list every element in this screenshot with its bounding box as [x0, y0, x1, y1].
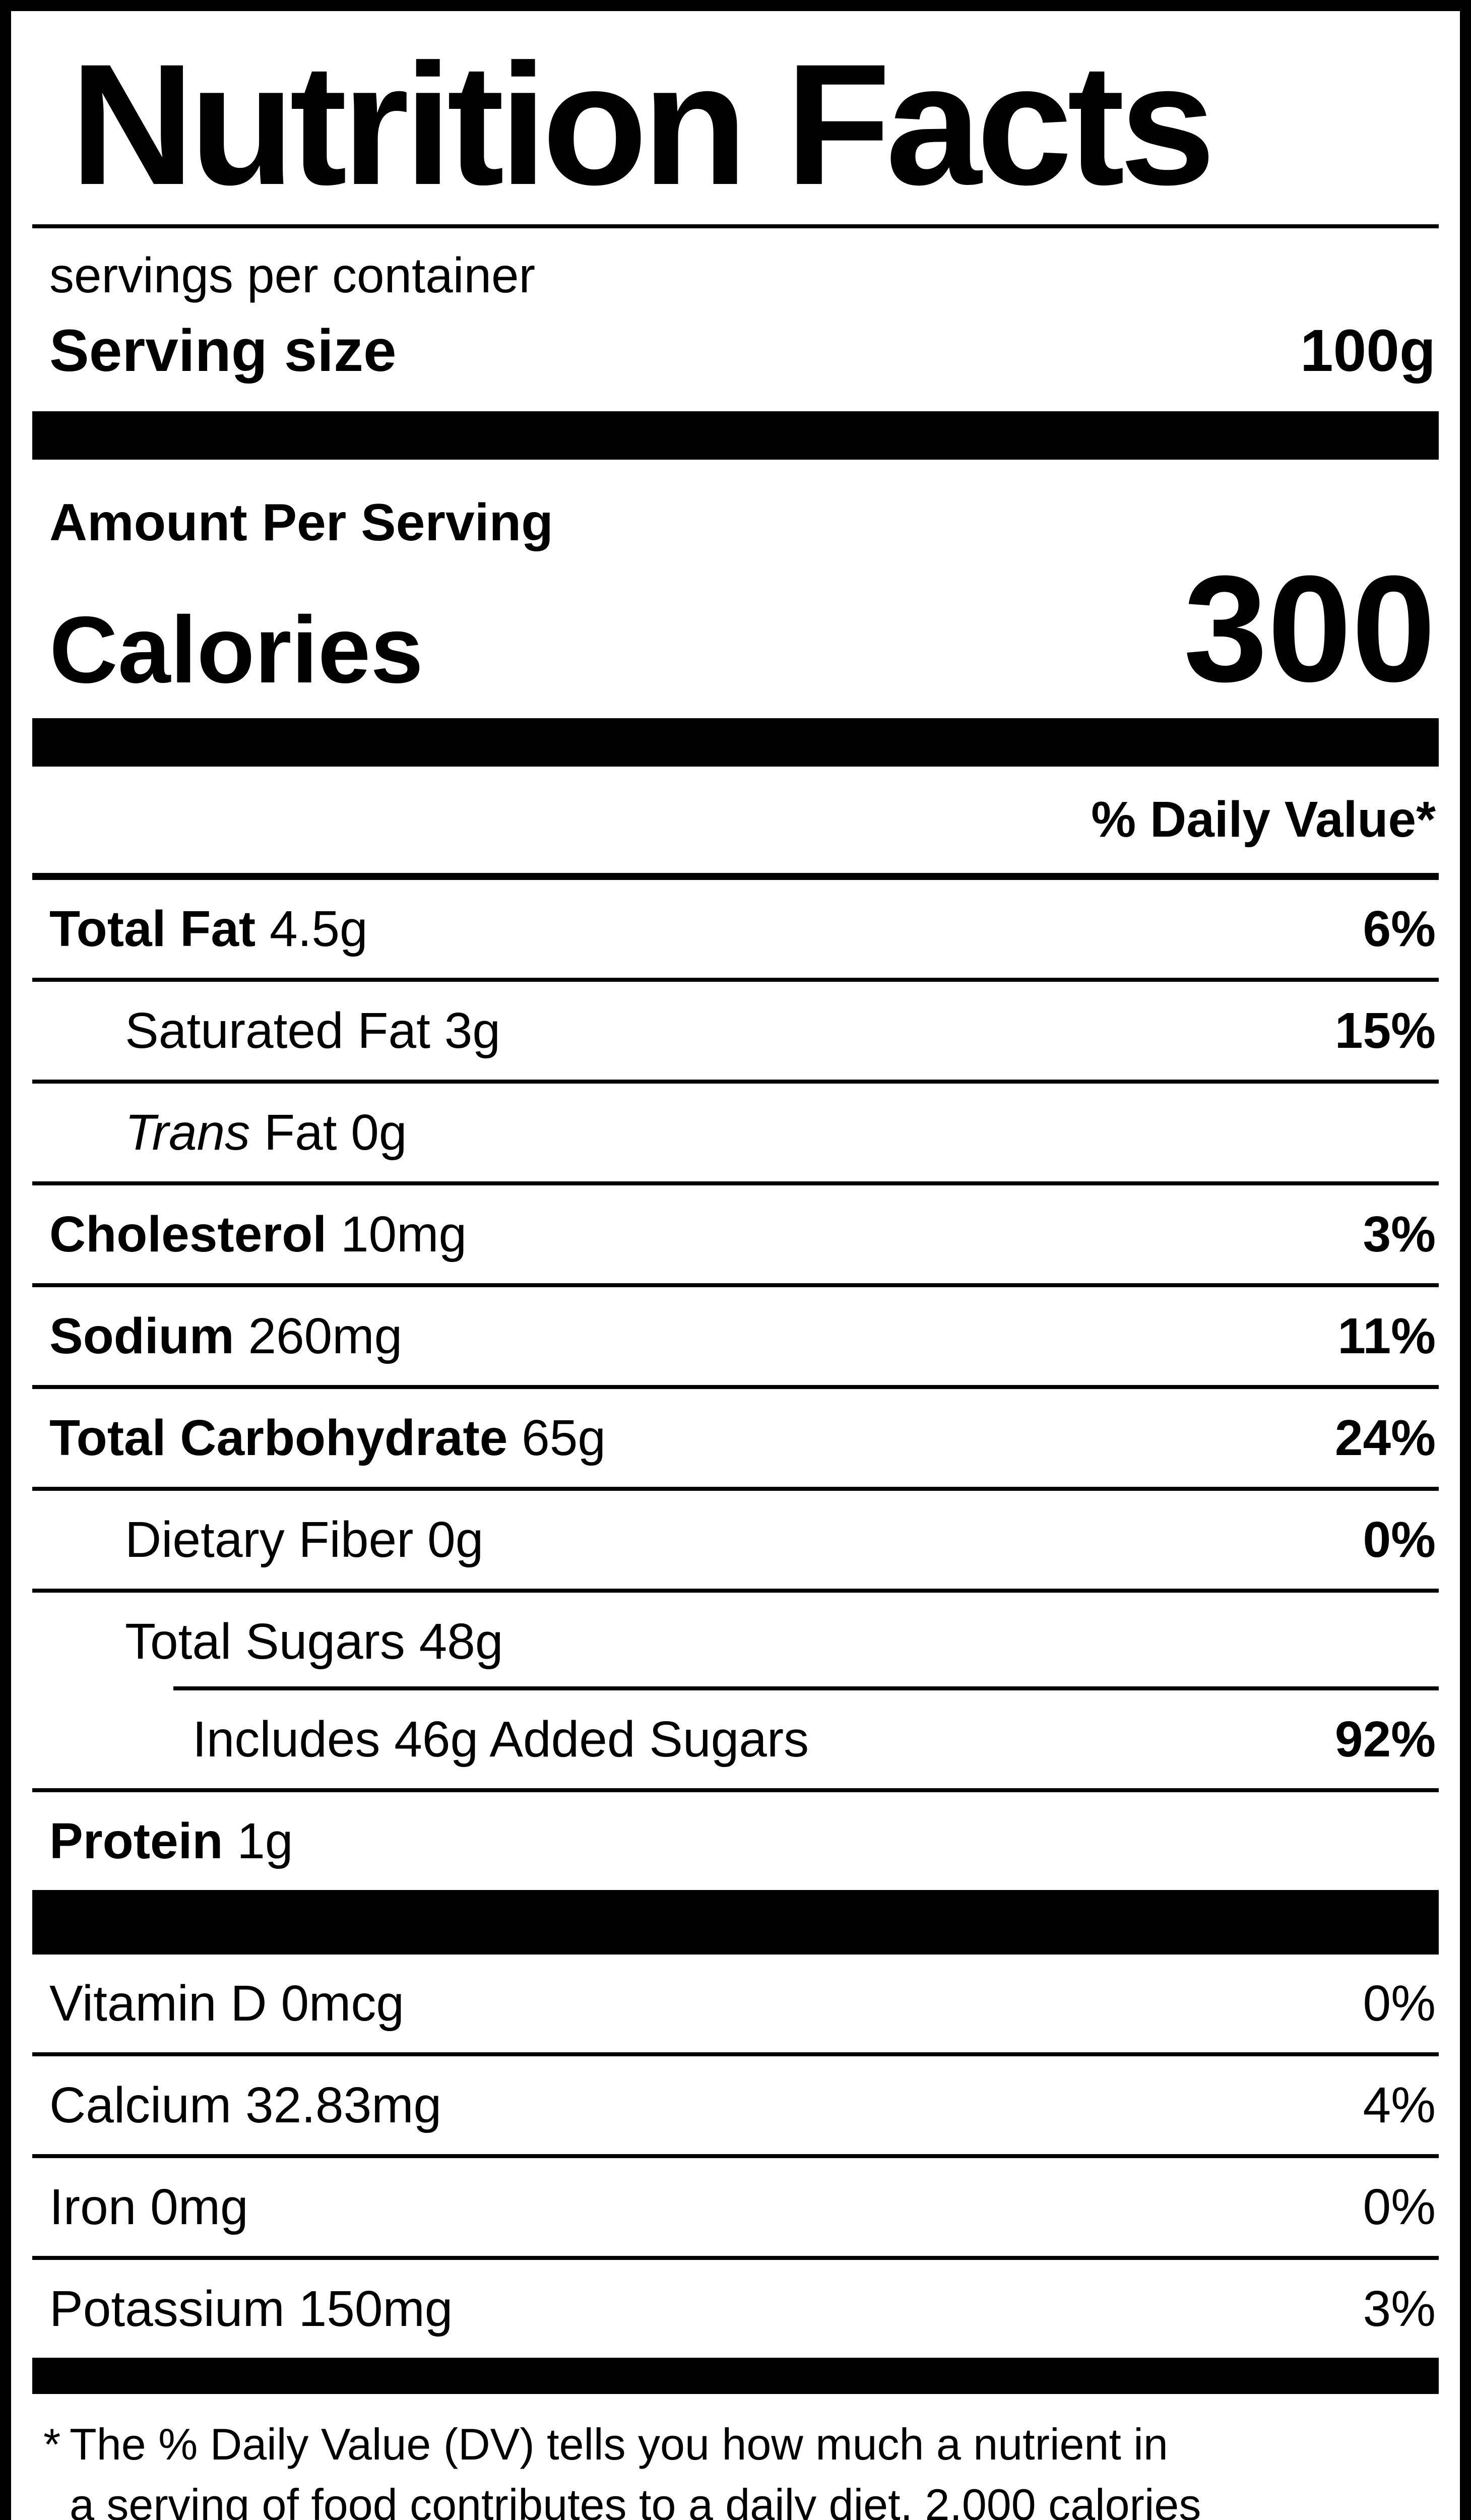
vitamin-dv: 3%	[1363, 2281, 1436, 2338]
footnote-text: The % Daily Value (DV) tells you how muc…	[70, 2419, 1201, 2520]
nutrient-row-trans-fat: Trans Fat 0g	[32, 1080, 1439, 1181]
serving-size-row: Serving size 100g	[32, 307, 1439, 411]
nutrient-dv: 11%	[1337, 1308, 1436, 1365]
calories-label: Calories	[49, 597, 423, 703]
thick-bar	[32, 411, 1439, 460]
footnote-marker: *	[43, 2419, 61, 2470]
daily-value-divider	[32, 873, 1439, 880]
nutrient-row-saturated-fat: Saturated Fat 3g 15%	[32, 978, 1439, 1080]
nutrient-dv: 24%	[1334, 1410, 1436, 1467]
vitamin-name: Vitamin D 0mcg	[49, 1975, 404, 2032]
footnote: * The % Daily Value (DV) tells you how m…	[32, 2394, 1439, 2520]
indented-divider	[173, 1686, 1439, 1691]
vitamin-dv: 4%	[1363, 2077, 1436, 2134]
nutrient-row-sodium: Sodium 260mg 11%	[32, 1283, 1439, 1385]
nutrient-name: Protein 1g	[49, 1813, 293, 1870]
nutrient-name: Includes 46g Added Sugars	[193, 1711, 809, 1768]
nutrient-name: Dietary Fiber 0g	[125, 1511, 484, 1568]
nutrient-row-total-carbohydrate: Total Carbohydrate 65g 24%	[32, 1385, 1439, 1487]
title-divider	[32, 224, 1439, 229]
label-title: Nutrition Facts	[70, 28, 1216, 221]
vitamin-row-potassium: Potassium 150mg 3%	[32, 2256, 1439, 2358]
nutrient-dv: 15%	[1334, 1002, 1436, 1059]
thick-bar	[32, 718, 1439, 767]
daily-value-header: % Daily Value*	[1091, 791, 1436, 848]
vitamin-dv: 0%	[1363, 1975, 1436, 2032]
thick-bar	[32, 2358, 1439, 2395]
amount-per-serving-label: Amount Per Serving	[49, 493, 553, 552]
nutrient-name: Total Carbohydrate 65g	[49, 1410, 606, 1467]
calories-value: 300	[1183, 544, 1436, 714]
calories-row: Calories 300	[32, 553, 1439, 718]
nutrient-row-total-fat: Total Fat 4.5g 6%	[32, 880, 1439, 978]
vitamin-name: Iron 0mg	[49, 2179, 248, 2236]
vitamin-dv: 0%	[1363, 2179, 1436, 2236]
nutrient-dv: 6%	[1363, 901, 1436, 958]
nutrient-dv: 3%	[1363, 1206, 1436, 1263]
thick-bar	[32, 1890, 1439, 1955]
nutrient-row-protein: Protein 1g	[32, 1788, 1439, 1890]
vitamin-name: Potassium 150mg	[49, 2281, 453, 2338]
vitamin-row-vitamin-d: Vitamin D 0mcg 0%	[32, 1955, 1439, 2052]
nutrient-name: Sodium 260mg	[49, 1308, 403, 1365]
nutrient-name: Cholesterol 10mg	[49, 1206, 467, 1263]
nutrient-name: Trans Fat 0g	[125, 1104, 407, 1161]
serving-size-value: 100g	[1300, 318, 1436, 385]
nutrient-name: Total Fat 4.5g	[49, 901, 368, 958]
vitamin-name: Calcium 32.83mg	[49, 2077, 442, 2134]
nutrient-row-total-sugars: Total Sugars 48g	[32, 1589, 1439, 1690]
nutrient-dv: 92%	[1334, 1711, 1436, 1768]
nutrient-row-dietary-fiber: Dietary Fiber 0g 0%	[32, 1487, 1439, 1589]
vitamin-row-calcium: Calcium 32.83mg 4%	[32, 2052, 1439, 2154]
nutrient-dv: 0%	[1363, 1511, 1436, 1568]
nutrient-row-added-sugars: Includes 46g Added Sugars 92%	[32, 1686, 1439, 1788]
vitamin-row-iron: Iron 0mg 0%	[32, 2154, 1439, 2256]
nutrient-row-cholesterol: Cholesterol 10mg 3%	[32, 1181, 1439, 1283]
nutrient-name: Saturated Fat 3g	[125, 1002, 500, 1059]
servings-per-container: servings per container	[49, 247, 536, 303]
nutrient-name: Total Sugars 48g	[125, 1613, 503, 1670]
serving-size-label: Serving size	[49, 318, 397, 385]
